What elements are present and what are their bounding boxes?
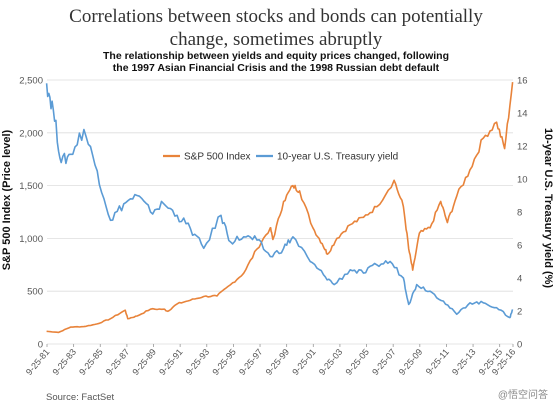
x-tick-label: 9-25-95: [210, 347, 238, 377]
treasury-yield-line: [45, 83, 514, 319]
y-tick-left-label: 1,500: [19, 181, 43, 192]
grid-lines: [47, 79, 513, 345]
y-tick-right-label: 8: [517, 208, 522, 219]
x-tick-label: 9-25-09: [397, 347, 425, 377]
y-tick-left-label: 2,000: [19, 128, 43, 139]
x-tick-label: 9-25-85: [77, 347, 105, 377]
x-tick-label: 9-25-93: [184, 347, 212, 377]
x-tick-label: 9-25-07: [370, 347, 398, 377]
y-tick-left-label: 1,000: [19, 234, 43, 245]
y-tick-left-label: 2,500: [19, 76, 43, 87]
x-ticks: 9-25-81 9-25-83 9-25-85 9-25-87 9-25-89 9-25-…: [24, 344, 518, 377]
x-tick-label: 9-25-91: [157, 347, 185, 377]
x-tick-label: 9-25-87: [104, 347, 132, 377]
chart-title-line2: change, sometimes abruptly: [170, 29, 383, 50]
x-tick-label: 9-25-11: [424, 347, 451, 377]
x-tick-label: 9-25-03: [317, 347, 345, 377]
y-tick-right-label: 6: [517, 241, 522, 252]
x-tick-label: 9-25-01: [290, 347, 318, 377]
legend-label-sp500: S&P 500 Index: [184, 152, 251, 163]
y-axis-right-label: 10-year U.S. Treasury yield (%): [542, 128, 553, 289]
chart-title-line1: Correlations between stocks and bonds ca…: [69, 6, 483, 27]
y-tick-right-label: 4: [517, 274, 522, 285]
x-tick-label: 9-25-89: [130, 347, 158, 377]
watermark-text: @悟空问答: [498, 388, 548, 401]
y-ticks-right: 16 14 12 10 8 6 4 2 0: [517, 76, 528, 351]
x-tick-label: 9-25-83: [51, 347, 79, 377]
y-tick-left-label: 500: [27, 287, 43, 298]
y-tick-right-label: 14: [517, 109, 528, 120]
y-axis-left-label: S&P 500 Index (Price level): [1, 129, 13, 270]
sp500-line: [46, 82, 514, 334]
source-note: Source: FactSet: [46, 392, 114, 403]
x-tick-label: 9-25-81: [24, 347, 52, 377]
y-tick-right-label: 2: [517, 307, 522, 318]
series-lines: [45, 82, 514, 334]
chart-subtitle-line2: the 1997 Asian Financial Crisis and the …: [113, 62, 440, 74]
chart-subtitle-line1: The relationship between yields and equi…: [103, 50, 449, 62]
y-tick-right-label: 16: [517, 76, 528, 87]
legend-label-treasury: 10-year U.S. Treasury yield: [277, 152, 398, 163]
y-tick-right-label: 12: [517, 142, 528, 153]
y-tick-left-label: 0: [38, 340, 43, 351]
y-tick-right-label: 10: [517, 175, 528, 186]
y-tick-right-label: 0: [517, 340, 522, 351]
x-tick-label: 9-25-13: [450, 347, 478, 377]
y-ticks-left: 2,500 2,000 1,500 1,000 500 0: [19, 76, 43, 351]
x-tick-label: 9-25-97: [237, 347, 265, 377]
x-tick-label: 9-25-99: [264, 347, 292, 377]
x-tick-label: 9-25-05: [343, 347, 371, 377]
legend: S&P 500 Index 10-year U.S. Treasury yiel…: [163, 152, 398, 163]
